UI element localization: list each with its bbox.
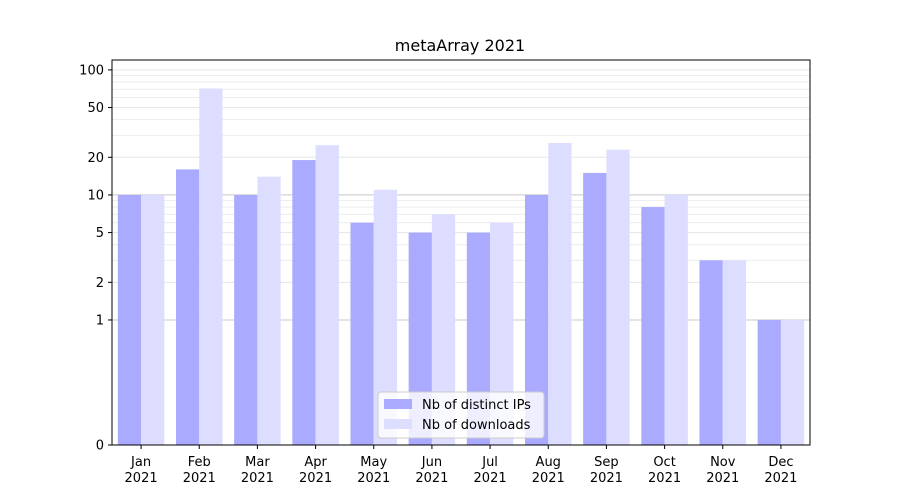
x-tick-label: Feb 2021 [183, 455, 216, 486]
x-tick-label: Aug 2021 [532, 455, 565, 486]
x-tick-label: Mar 2021 [241, 455, 274, 486]
y-tick-label: 5 [96, 226, 104, 241]
bar-distinct-ips-0 [117, 194, 142, 445]
legend-swatch [384, 399, 412, 409]
y-tick-label: 100 [79, 63, 104, 78]
y-tick-label: 0 [96, 439, 104, 454]
x-tick-label: Jan 2021 [125, 455, 158, 486]
axes: 0 1 2 5 10 20 50 100 Jan 2021 Feb 2021 Mar 2021 Apr 202… [79, 59, 811, 486]
y-tick-label: 20 [87, 151, 104, 166]
plot-frame [111, 59, 811, 446]
chart-title: metaArray 2021 [395, 36, 525, 55]
legend-box [377, 391, 545, 439]
y-tick-label: 10 [87, 188, 104, 203]
legend-label: Nb of downloads [422, 418, 531, 433]
bar-distinct-ips-1 [175, 169, 200, 445]
x-tick-label: Apr 2021 [299, 455, 332, 486]
bar-downloads-6 [490, 222, 514, 445]
bar-distinct-ips-10 [699, 260, 723, 445]
bar-downloads-0 [141, 194, 165, 445]
bar-downloads-7 [548, 143, 572, 445]
bar-distinct-ips-9 [641, 207, 665, 445]
bar-downloads-8 [606, 149, 630, 446]
y-tick-label: 1 [96, 313, 104, 328]
bar-distinct-ips-4 [350, 222, 374, 445]
x-tick-label: Jun 2021 [415, 455, 448, 486]
bar-downloads-10 [722, 260, 747, 445]
bar-downloads-2 [257, 176, 281, 445]
x-tick-label: Oct 2021 [648, 455, 681, 486]
bar-distinct-ips-7 [524, 194, 549, 445]
legend-label: Nb of distinct IPs [422, 398, 531, 413]
bar-distinct-ips-2 [234, 194, 258, 445]
bar-distinct-ips-8 [583, 172, 607, 445]
bar-downloads-1 [199, 88, 223, 446]
bar-downloads-9 [664, 194, 688, 445]
grid [112, 69, 810, 321]
x-tick-label: Dec 2021 [764, 455, 797, 486]
bar-distinct-ips-3 [292, 160, 316, 445]
bar-downloads-3 [315, 145, 339, 445]
y-tick-label: 2 [96, 276, 104, 291]
bar-distinct-ips-11 [757, 319, 781, 445]
legend-swatch [384, 419, 412, 429]
y-tick-label: 50 [87, 101, 104, 116]
x-tick-label: Jul 2021 [474, 455, 507, 486]
bars [117, 88, 805, 446]
x-tick-label: Nov 2021 [706, 455, 739, 486]
bar-downloads-11 [780, 319, 805, 445]
bar-downloads-5 [431, 214, 456, 445]
x-tick-label: May 2021 [357, 455, 390, 486]
legend: Nb of distinct IPs Nb of downloads [377, 391, 545, 439]
x-tick-label: Sep 2021 [590, 455, 623, 486]
bar-downloads-4 [373, 189, 398, 445]
